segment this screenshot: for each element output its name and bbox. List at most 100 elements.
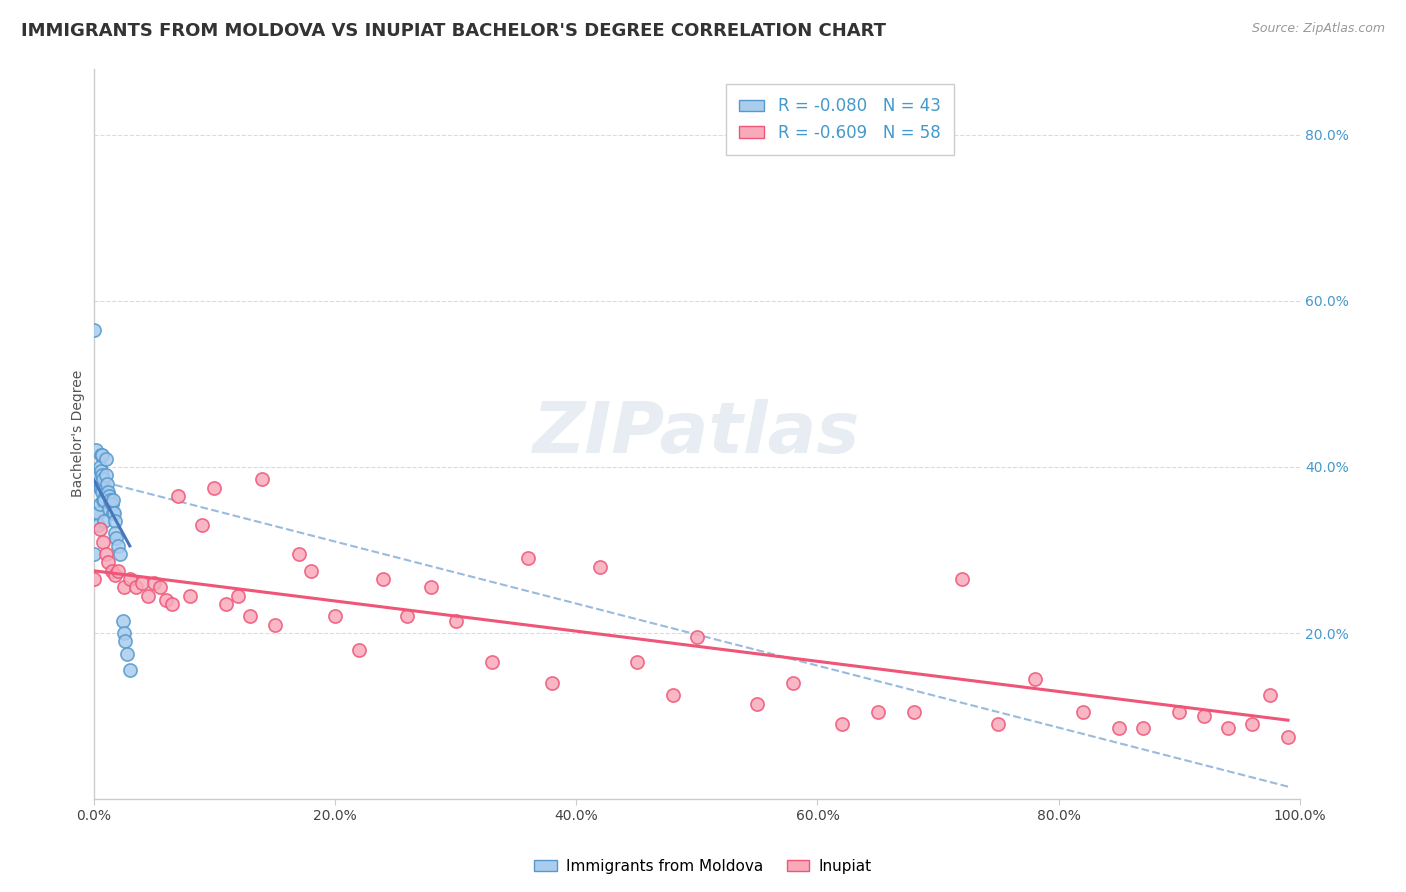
Point	[131, 576, 153, 591]
Point	[84, 443, 107, 458]
Point	[987, 717, 1010, 731]
Point	[91, 473, 114, 487]
Point	[686, 630, 709, 644]
Point	[114, 634, 136, 648]
Point	[160, 597, 183, 611]
Point	[1024, 672, 1046, 686]
Point	[373, 572, 395, 586]
Y-axis label: Bachelor's Degree: Bachelor's Degree	[72, 370, 86, 498]
Point	[191, 518, 214, 533]
Legend: R = -0.080   N = 43, R = -0.609   N = 58: R = -0.080 N = 43, R = -0.609 N = 58	[725, 84, 953, 155]
Point	[111, 614, 134, 628]
Point	[347, 642, 370, 657]
Point	[1108, 722, 1130, 736]
Point	[215, 597, 238, 611]
Point	[117, 647, 139, 661]
Point	[83, 323, 105, 337]
Point	[252, 473, 274, 487]
Point	[239, 609, 262, 624]
Point	[118, 572, 141, 586]
Point	[100, 493, 122, 508]
Point	[103, 506, 125, 520]
Point	[89, 481, 111, 495]
Point	[202, 481, 225, 495]
Point	[782, 676, 804, 690]
Point	[1071, 705, 1094, 719]
Point	[136, 589, 159, 603]
Point	[589, 559, 612, 574]
Point	[101, 493, 124, 508]
Point	[1132, 722, 1154, 736]
Point	[149, 580, 172, 594]
Point	[903, 705, 925, 719]
Point	[91, 484, 114, 499]
Point	[516, 551, 538, 566]
Point	[100, 497, 122, 511]
Text: IMMIGRANTS FROM MOLDOVA VS INUPIAT BACHELOR'S DEGREE CORRELATION CHART: IMMIGRANTS FROM MOLDOVA VS INUPIAT BACHE…	[21, 22, 886, 40]
Point	[98, 489, 121, 503]
Point	[1240, 717, 1263, 731]
Point	[87, 506, 110, 520]
Point	[396, 609, 419, 624]
Point	[831, 717, 853, 731]
Point	[1277, 730, 1299, 744]
Point	[89, 460, 111, 475]
Point	[228, 589, 250, 603]
Point	[747, 697, 769, 711]
Text: Source: ZipAtlas.com: Source: ZipAtlas.com	[1251, 22, 1385, 36]
Point	[91, 448, 114, 462]
Point	[83, 476, 105, 491]
Point	[101, 506, 124, 520]
Point	[91, 468, 114, 483]
Text: ZIPatlas: ZIPatlas	[533, 400, 860, 468]
Point	[1192, 709, 1215, 723]
Point	[94, 547, 117, 561]
Point	[98, 501, 121, 516]
Point	[83, 547, 105, 561]
Point	[323, 609, 346, 624]
Point	[104, 568, 127, 582]
Point	[866, 705, 889, 719]
Point	[1258, 688, 1281, 702]
Point	[125, 580, 148, 594]
Point	[100, 564, 122, 578]
Point	[89, 497, 111, 511]
Point	[84, 473, 107, 487]
Point	[118, 664, 141, 678]
Point	[167, 489, 190, 503]
Point	[950, 572, 973, 586]
Point	[91, 534, 114, 549]
Point	[263, 617, 285, 632]
Point	[420, 580, 443, 594]
Point	[481, 655, 503, 669]
Point	[83, 572, 105, 586]
Point	[661, 688, 683, 702]
Point	[97, 556, 120, 570]
Point	[107, 539, 129, 553]
Point	[93, 493, 115, 508]
Point	[96, 476, 118, 491]
Point	[97, 484, 120, 499]
Point	[112, 580, 135, 594]
Point	[444, 614, 467, 628]
Point	[142, 576, 165, 591]
Legend: Immigrants from Moldova, Inupiat: Immigrants from Moldova, Inupiat	[529, 853, 877, 880]
Point	[91, 493, 114, 508]
Point	[87, 518, 110, 533]
Point	[90, 464, 112, 478]
Point	[1216, 722, 1239, 736]
Point	[90, 448, 112, 462]
Point	[107, 564, 129, 578]
Point	[94, 468, 117, 483]
Point	[104, 514, 127, 528]
Point	[1168, 705, 1191, 719]
Point	[86, 506, 108, 520]
Point	[541, 676, 564, 690]
Point	[626, 655, 648, 669]
Point	[155, 592, 177, 607]
Point	[179, 589, 201, 603]
Point	[94, 451, 117, 466]
Point	[287, 547, 309, 561]
Point	[93, 514, 115, 528]
Point	[104, 526, 127, 541]
